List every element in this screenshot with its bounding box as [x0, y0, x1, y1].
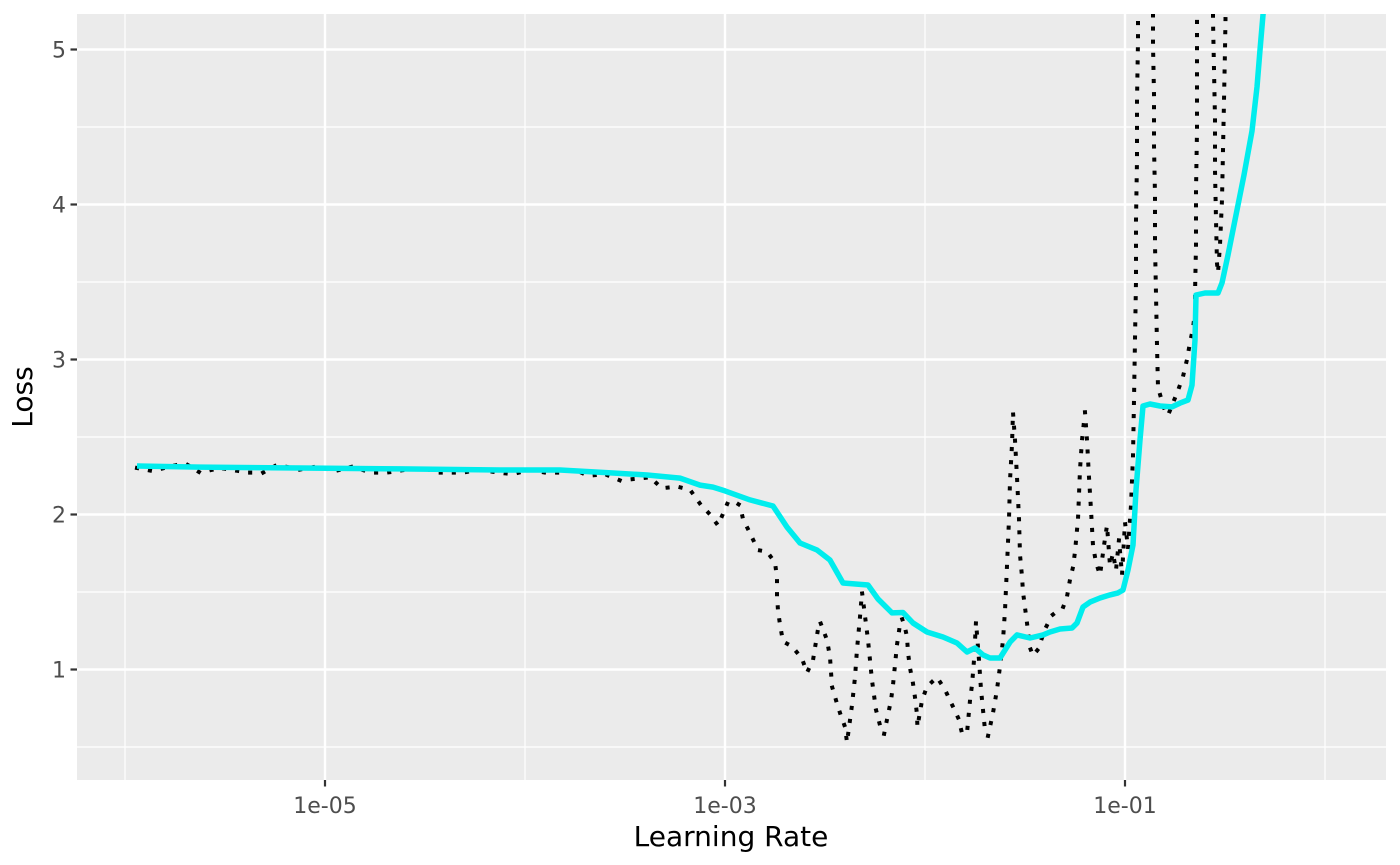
- x-tick-label: 1e-01: [1093, 794, 1156, 819]
- plot-panel: [77, 14, 1386, 780]
- x-tick-label: 1e-05: [293, 794, 356, 819]
- raw-loss-line: [134, 14, 1228, 745]
- axis-tick-labels: 1e-05 1e-03 1e-01 1 2 3 4 5: [52, 39, 1157, 820]
- y-tick-label: 2: [52, 504, 66, 529]
- axis-ticks: [70, 48, 1127, 787]
- x-tick-label: 1e-03: [693, 794, 756, 819]
- smoothed-loss-line: [136, 14, 1266, 661]
- major-gridlines: [77, 14, 1386, 780]
- y-axis-title: Loss: [6, 366, 39, 427]
- x-axis-title: Learning Rate: [634, 820, 829, 853]
- minor-gridlines: [77, 14, 1386, 780]
- y-tick-label: 5: [52, 39, 66, 64]
- y-tick-label: 3: [52, 349, 66, 374]
- y-tick-label: 1: [52, 659, 66, 684]
- series-lines: [134, 14, 1266, 745]
- y-tick-label: 4: [52, 194, 66, 219]
